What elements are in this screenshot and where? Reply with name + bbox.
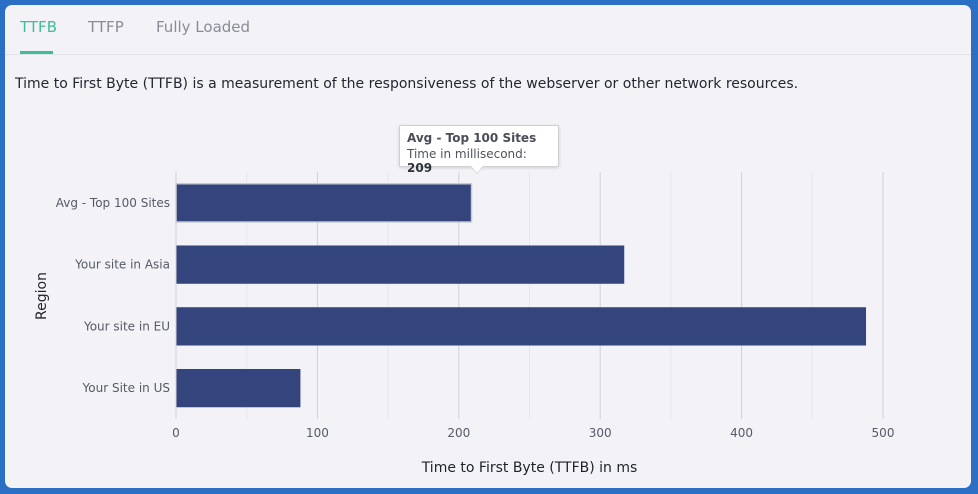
y-axis-title: Region xyxy=(34,272,50,320)
tooltip-label: Time in millisecond: xyxy=(407,147,527,161)
category-label: Avg - Top 100 Sites xyxy=(56,196,170,210)
tooltip-value: 209 xyxy=(407,161,433,175)
x-axis-title: Time to First Byte (TTFB) in ms xyxy=(421,460,638,476)
tab-ttfp[interactable]: TTFP xyxy=(88,18,124,36)
chart-description: Time to First Byte (TTFB) is a measureme… xyxy=(15,76,799,92)
tab-fully-loaded[interactable]: Fully Loaded xyxy=(156,18,251,36)
x-tick-label: 0 xyxy=(172,426,180,440)
x-tick-label: 400 xyxy=(730,426,753,440)
tooltip-title: Avg - Top 100 Sites xyxy=(407,131,537,145)
bar-1 xyxy=(176,245,625,284)
tooltip-arrow-fill xyxy=(471,166,483,173)
category-label: Your site in EU xyxy=(83,319,170,333)
bar-3 xyxy=(176,368,301,408)
active-tab-indicator xyxy=(20,51,53,54)
category-label: Your site in Asia xyxy=(74,258,170,272)
x-tick-label: 500 xyxy=(872,426,895,440)
x-tick-label: 100 xyxy=(306,426,329,440)
bar-0 xyxy=(175,182,473,223)
tab-bar: TTFB TTFP Fully Loaded xyxy=(5,5,971,55)
chart-tooltip: Avg - Top 100 Sites Time in millisecond:… xyxy=(399,125,559,175)
bar-2 xyxy=(176,307,867,346)
category-label: Your Site in US xyxy=(82,381,170,395)
x-tick-label: 300 xyxy=(589,426,612,440)
tab-ttfb[interactable]: TTFB xyxy=(20,18,57,36)
x-tick-label: 200 xyxy=(447,426,470,440)
